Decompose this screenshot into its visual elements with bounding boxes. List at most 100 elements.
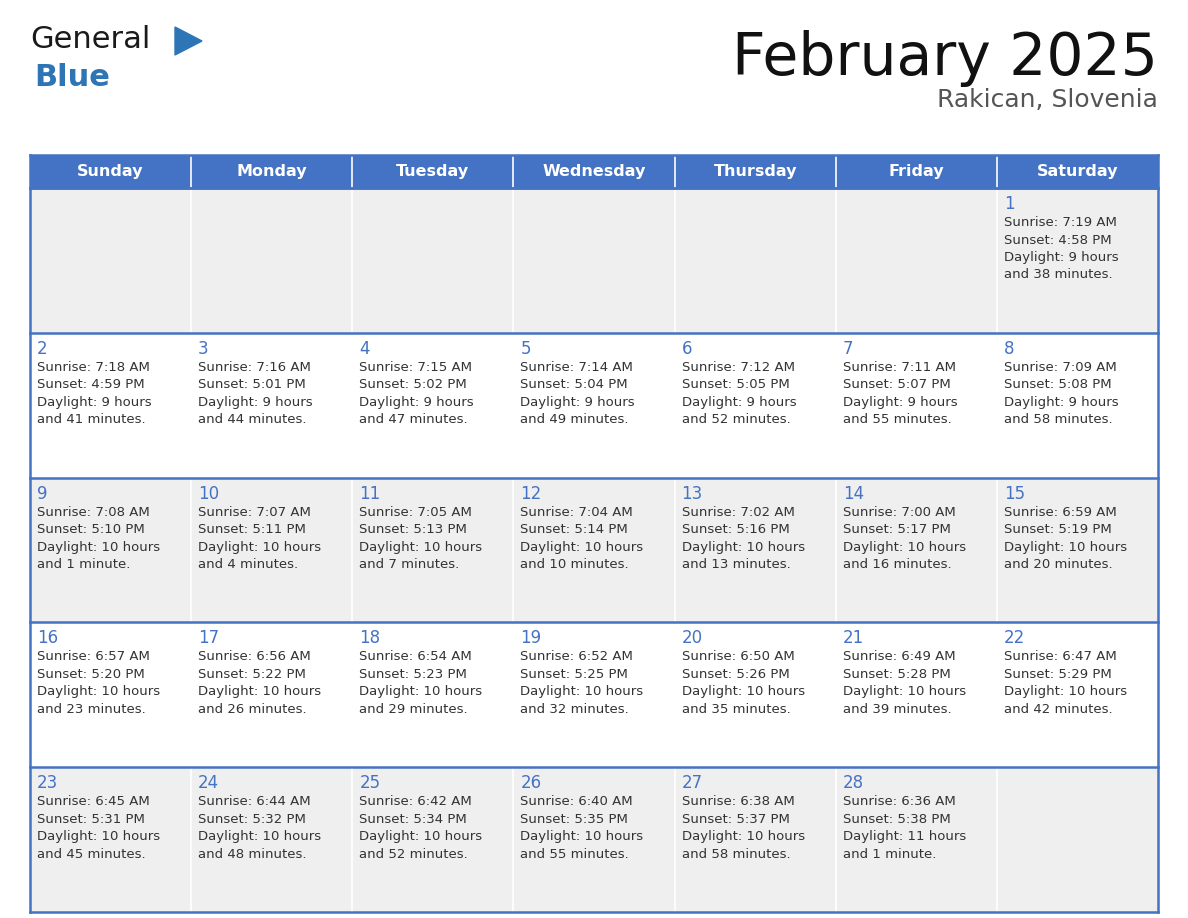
Text: Sunrise: 7:12 AM
Sunset: 5:05 PM
Daylight: 9 hours
and 52 minutes.: Sunrise: 7:12 AM Sunset: 5:05 PM Dayligh… [682,361,796,426]
Text: 21: 21 [842,630,864,647]
Bar [353,477,513,622]
Bar [191,188,353,333]
Text: Saturday: Saturday [1037,164,1118,179]
Text: 2: 2 [37,340,48,358]
Bar [353,767,513,912]
Bar [675,767,835,912]
Text: 12: 12 [520,485,542,502]
Bar [675,477,835,622]
Text: Sunrise: 7:08 AM
Sunset: 5:10 PM
Daylight: 10 hours
and 1 minute.: Sunrise: 7:08 AM Sunset: 5:10 PM Dayligh… [37,506,160,571]
Bar [675,188,835,333]
Bar [997,477,1158,622]
Text: 16: 16 [37,630,58,647]
Bar [353,155,513,188]
Bar [835,155,997,188]
Text: 1: 1 [1004,195,1015,213]
Text: Friday: Friday [889,164,944,179]
Text: Sunrise: 6:36 AM
Sunset: 5:38 PM
Daylight: 11 hours
and 1 minute.: Sunrise: 6:36 AM Sunset: 5:38 PM Dayligh… [842,795,966,861]
Text: 20: 20 [682,630,702,647]
Text: 25: 25 [359,774,380,792]
Text: 18: 18 [359,630,380,647]
Bar [191,477,353,622]
Polygon shape [175,27,202,55]
Text: Sunrise: 6:50 AM
Sunset: 5:26 PM
Daylight: 10 hours
and 35 minutes.: Sunrise: 6:50 AM Sunset: 5:26 PM Dayligh… [682,650,804,716]
Bar [30,622,191,767]
Bar [30,333,191,477]
Text: 7: 7 [842,340,853,358]
Text: 5: 5 [520,340,531,358]
Bar [191,622,353,767]
Bar [675,333,835,477]
Bar [513,333,675,477]
Text: 14: 14 [842,485,864,502]
Text: 13: 13 [682,485,703,502]
Text: Sunrise: 7:14 AM
Sunset: 5:04 PM
Daylight: 9 hours
and 49 minutes.: Sunrise: 7:14 AM Sunset: 5:04 PM Dayligh… [520,361,636,426]
Text: Sunrise: 7:11 AM
Sunset: 5:07 PM
Daylight: 9 hours
and 55 minutes.: Sunrise: 7:11 AM Sunset: 5:07 PM Dayligh… [842,361,958,426]
Bar [30,767,191,912]
Text: Sunrise: 6:47 AM
Sunset: 5:29 PM
Daylight: 10 hours
and 42 minutes.: Sunrise: 6:47 AM Sunset: 5:29 PM Dayligh… [1004,650,1127,716]
Text: Sunrise: 7:16 AM
Sunset: 5:01 PM
Daylight: 9 hours
and 44 minutes.: Sunrise: 7:16 AM Sunset: 5:01 PM Dayligh… [198,361,312,426]
Text: Tuesday: Tuesday [397,164,469,179]
Text: 28: 28 [842,774,864,792]
Bar [675,155,835,188]
Text: Sunrise: 6:59 AM
Sunset: 5:19 PM
Daylight: 10 hours
and 20 minutes.: Sunrise: 6:59 AM Sunset: 5:19 PM Dayligh… [1004,506,1127,571]
Text: Sunrise: 6:44 AM
Sunset: 5:32 PM
Daylight: 10 hours
and 48 minutes.: Sunrise: 6:44 AM Sunset: 5:32 PM Dayligh… [198,795,321,861]
Bar [513,622,675,767]
Bar [353,622,513,767]
Text: Sunrise: 7:07 AM
Sunset: 5:11 PM
Daylight: 10 hours
and 4 minutes.: Sunrise: 7:07 AM Sunset: 5:11 PM Dayligh… [198,506,321,571]
Text: General: General [30,25,151,54]
Text: 15: 15 [1004,485,1025,502]
Bar [835,622,997,767]
Text: Monday: Monday [236,164,307,179]
Text: Sunrise: 7:04 AM
Sunset: 5:14 PM
Daylight: 10 hours
and 10 minutes.: Sunrise: 7:04 AM Sunset: 5:14 PM Dayligh… [520,506,644,571]
Text: Rakican, Slovenia: Rakican, Slovenia [937,88,1158,112]
Bar [353,333,513,477]
Text: 4: 4 [359,340,369,358]
Text: 6: 6 [682,340,693,358]
Bar [835,188,997,333]
Bar [353,188,513,333]
Bar [835,333,997,477]
Text: Sunrise: 7:19 AM
Sunset: 4:58 PM
Daylight: 9 hours
and 38 minutes.: Sunrise: 7:19 AM Sunset: 4:58 PM Dayligh… [1004,216,1118,282]
Text: Sunrise: 6:54 AM
Sunset: 5:23 PM
Daylight: 10 hours
and 29 minutes.: Sunrise: 6:54 AM Sunset: 5:23 PM Dayligh… [359,650,482,716]
Text: February 2025: February 2025 [732,30,1158,87]
Text: Sunrise: 6:57 AM
Sunset: 5:20 PM
Daylight: 10 hours
and 23 minutes.: Sunrise: 6:57 AM Sunset: 5:20 PM Dayligh… [37,650,160,716]
Text: Sunrise: 7:09 AM
Sunset: 5:08 PM
Daylight: 9 hours
and 58 minutes.: Sunrise: 7:09 AM Sunset: 5:08 PM Dayligh… [1004,361,1118,426]
Text: Thursday: Thursday [713,164,797,179]
Bar [191,767,353,912]
Bar [30,188,191,333]
Bar [997,333,1158,477]
Text: 10: 10 [198,485,220,502]
Bar [997,155,1158,188]
Text: Wednesday: Wednesday [542,164,646,179]
Bar [513,767,675,912]
Bar [997,767,1158,912]
Bar [997,188,1158,333]
Bar [835,477,997,622]
Text: 26: 26 [520,774,542,792]
Text: 24: 24 [198,774,220,792]
Text: Sunrise: 6:40 AM
Sunset: 5:35 PM
Daylight: 10 hours
and 55 minutes.: Sunrise: 6:40 AM Sunset: 5:35 PM Dayligh… [520,795,644,861]
Bar [997,622,1158,767]
Text: Sunday: Sunday [77,164,144,179]
Text: Sunrise: 6:42 AM
Sunset: 5:34 PM
Daylight: 10 hours
and 52 minutes.: Sunrise: 6:42 AM Sunset: 5:34 PM Dayligh… [359,795,482,861]
Text: Blue: Blue [34,63,109,92]
Text: 17: 17 [198,630,220,647]
Text: 11: 11 [359,485,380,502]
Text: Sunrise: 6:49 AM
Sunset: 5:28 PM
Daylight: 10 hours
and 39 minutes.: Sunrise: 6:49 AM Sunset: 5:28 PM Dayligh… [842,650,966,716]
Bar [513,477,675,622]
Text: Sunrise: 6:52 AM
Sunset: 5:25 PM
Daylight: 10 hours
and 32 minutes.: Sunrise: 6:52 AM Sunset: 5:25 PM Dayligh… [520,650,644,716]
Text: Sunrise: 6:45 AM
Sunset: 5:31 PM
Daylight: 10 hours
and 45 minutes.: Sunrise: 6:45 AM Sunset: 5:31 PM Dayligh… [37,795,160,861]
Bar [191,155,353,188]
Text: Sunrise: 7:02 AM
Sunset: 5:16 PM
Daylight: 10 hours
and 13 minutes.: Sunrise: 7:02 AM Sunset: 5:16 PM Dayligh… [682,506,804,571]
Text: 19: 19 [520,630,542,647]
Bar [30,477,191,622]
Text: Sunrise: 7:00 AM
Sunset: 5:17 PM
Daylight: 10 hours
and 16 minutes.: Sunrise: 7:00 AM Sunset: 5:17 PM Dayligh… [842,506,966,571]
Bar [513,188,675,333]
Text: Sunrise: 6:38 AM
Sunset: 5:37 PM
Daylight: 10 hours
and 58 minutes.: Sunrise: 6:38 AM Sunset: 5:37 PM Dayligh… [682,795,804,861]
Bar [30,155,191,188]
Bar [191,333,353,477]
Text: Sunrise: 6:56 AM
Sunset: 5:22 PM
Daylight: 10 hours
and 26 minutes.: Sunrise: 6:56 AM Sunset: 5:22 PM Dayligh… [198,650,321,716]
Bar [675,622,835,767]
Text: 23: 23 [37,774,58,792]
